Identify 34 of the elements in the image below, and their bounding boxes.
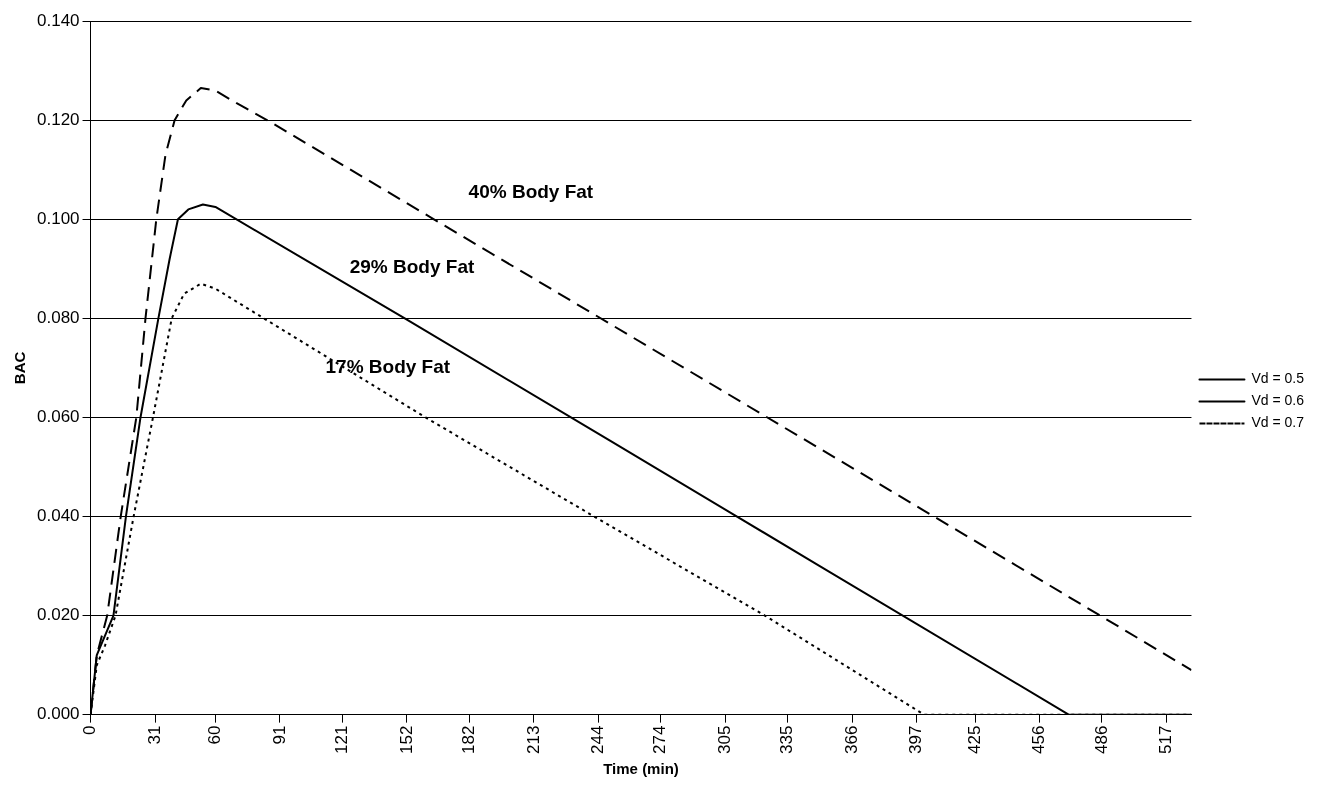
x-tick-label: 91 xyxy=(269,725,289,745)
y-axis-title: BAC xyxy=(11,351,29,385)
x-tick-label: 486 xyxy=(1091,725,1111,755)
x-axis-title: Time (min) xyxy=(603,760,679,778)
x-tick-label: 60 xyxy=(205,725,225,745)
x-tick-label: 335 xyxy=(777,725,797,755)
x-tick-label: 425 xyxy=(964,725,984,755)
y-tick-label: 0.140 xyxy=(36,10,80,30)
x-tick-label: 517 xyxy=(1156,725,1176,755)
x-tick-label: 213 xyxy=(523,725,543,755)
x-tick-label: 152 xyxy=(396,725,416,755)
y-tick-label: 0.000 xyxy=(36,704,80,724)
y-tick-label: 0.100 xyxy=(36,209,80,229)
annotation: 17% Body Fat xyxy=(325,356,451,378)
x-tick-label: 397 xyxy=(906,725,926,755)
legend-label: Vd = 0.6 xyxy=(1251,392,1305,409)
y-tick-label: 0.080 xyxy=(36,308,80,328)
x-tick-label: 121 xyxy=(332,725,352,755)
x-tick-label: 31 xyxy=(144,725,164,745)
x-tick-label: 456 xyxy=(1029,725,1049,755)
x-tick-label: 274 xyxy=(650,725,670,755)
x-tick-label: 0 xyxy=(80,725,100,736)
y-tick-label: 0.020 xyxy=(36,605,80,625)
legend-label: Vd = 0.5 xyxy=(1251,370,1305,387)
annotation: 29% Body Fat xyxy=(349,256,475,278)
x-tick-label: 244 xyxy=(588,725,608,755)
legend-label: Vd = 0.7 xyxy=(1251,414,1305,431)
x-tick-label: 182 xyxy=(458,725,478,755)
y-tick-label: 0.120 xyxy=(36,109,80,129)
annotation: 40% Body Fat xyxy=(468,180,594,202)
y-tick-label: 0.040 xyxy=(36,506,80,526)
y-tick-label: 0.060 xyxy=(36,407,80,427)
x-tick-label: 305 xyxy=(714,725,734,755)
x-tick-label: 366 xyxy=(841,725,861,755)
